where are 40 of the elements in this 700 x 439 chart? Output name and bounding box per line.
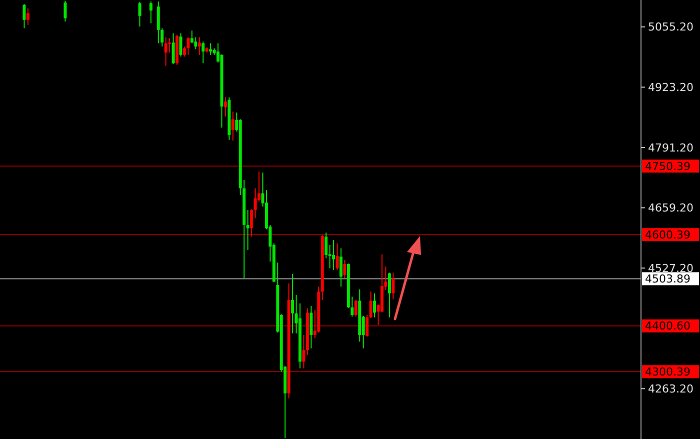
candlestick xyxy=(231,111,234,142)
candlestick xyxy=(172,32,175,64)
candlestick xyxy=(202,41,205,64)
candlestick xyxy=(224,96,227,118)
candlestick xyxy=(246,209,250,250)
candlestick xyxy=(64,0,67,22)
candlestick xyxy=(336,242,339,270)
candlestick xyxy=(392,272,395,300)
candlestick xyxy=(369,291,372,318)
candlestick xyxy=(186,36,190,56)
ref-line-label: 4600.39 xyxy=(645,228,690,242)
candlestick xyxy=(156,1,160,44)
y-tick-label: 4923.20 xyxy=(648,81,694,94)
ref-line-label: 4400.60 xyxy=(645,320,690,333)
y-tick-label: 4263.20 xyxy=(648,382,694,396)
candlestick xyxy=(340,248,342,288)
candlestick xyxy=(354,299,358,318)
candlestick xyxy=(198,36,201,56)
ref-line-label: 4300.39 xyxy=(645,366,690,379)
candlestick xyxy=(291,274,294,334)
y-tick-label: 4527.20 xyxy=(648,262,694,275)
ref-line-label: 4750.39 xyxy=(645,160,690,173)
y-tick-label: 4791.20 xyxy=(648,141,694,154)
candlestick xyxy=(373,292,376,318)
candlestick xyxy=(332,239,336,270)
y-tick-label: 5055.20 xyxy=(648,20,694,34)
candlestick xyxy=(343,259,346,279)
candlestick xyxy=(366,314,369,338)
candlestick xyxy=(388,272,391,318)
candlestick xyxy=(26,8,30,26)
candlestick xyxy=(250,208,254,238)
candlestick xyxy=(149,0,152,24)
y-tick-label: 4659.20 xyxy=(648,202,694,215)
candlestick xyxy=(209,42,212,56)
ref-line-label: 4503.89 xyxy=(645,272,690,286)
candlestick xyxy=(324,232,328,259)
candlestick xyxy=(310,305,313,349)
candlestick xyxy=(302,334,306,369)
candlestick xyxy=(22,4,26,29)
candlestick xyxy=(164,36,168,66)
